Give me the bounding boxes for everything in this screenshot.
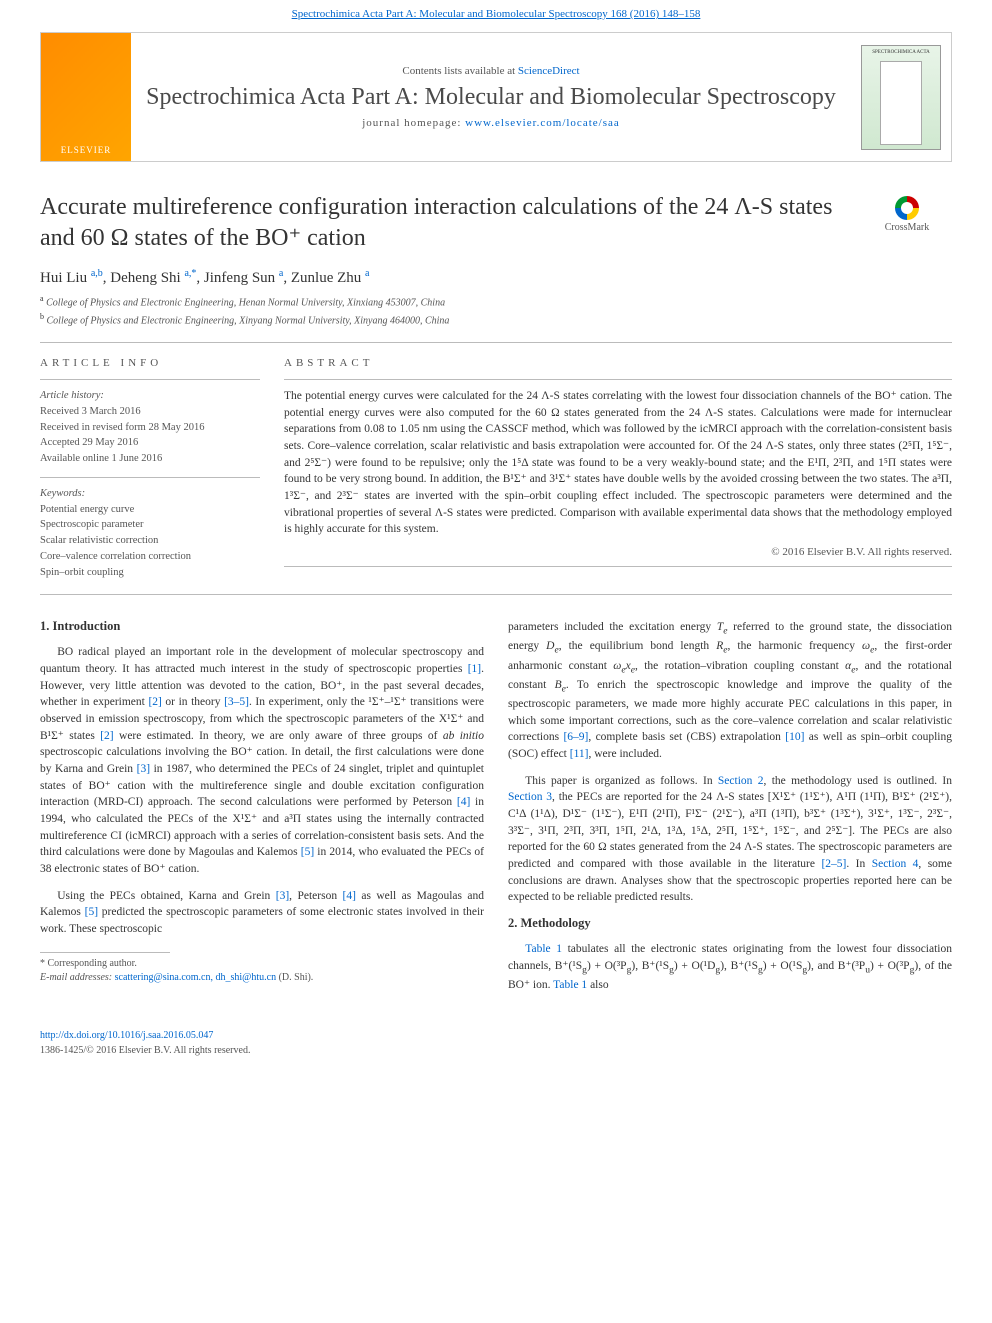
keyword: Spin–orbit coupling <box>40 565 260 581</box>
divider <box>40 594 952 595</box>
title-row: Accurate multireference configuration in… <box>40 192 952 254</box>
abstract-column: ABSTRACT The potential energy curves wer… <box>284 357 952 580</box>
method-heading: 2. Methodology <box>508 916 952 931</box>
contents-line: Contents lists available at ScienceDirec… <box>141 65 841 77</box>
crossmark-icon <box>895 196 919 220</box>
contents-prefix: Contents lists available at <box>402 65 517 77</box>
publisher-logo-text: ELSEVIER <box>61 145 112 155</box>
footnote: * Corresponding author. E-mail addresses… <box>40 957 484 985</box>
article-info-column: ARTICLE INFO Article history: Received 3… <box>40 357 260 580</box>
info-abstract-row: ARTICLE INFO Article history: Received 3… <box>40 357 952 580</box>
article-info-heading: ARTICLE INFO <box>40 357 260 369</box>
journal-header: ELSEVIER Contents lists available at Sci… <box>40 32 952 162</box>
authors-line: Hui Liu a,b, Deheng Shi a,*, Jinfeng Sun… <box>40 268 952 287</box>
homepage-label: journal homepage: <box>362 117 465 129</box>
homepage-url[interactable]: www.elsevier.com/locate/saa <box>465 117 620 129</box>
intro-heading: 1. Introduction <box>40 619 484 634</box>
keyword: Scalar relativistic correction <box>40 533 260 549</box>
keyword: Core–valence correlation correction <box>40 549 260 565</box>
journal-cover-thumbnail: SPECTROCHIMICA ACTA <box>861 45 941 150</box>
info-divider <box>40 477 260 478</box>
abstract-text: The potential energy curves were calcula… <box>284 388 952 538</box>
history-label: Article history: <box>40 388 260 404</box>
abstract-divider <box>284 379 952 380</box>
affiliation-a: a College of Physics and Electronic Engi… <box>40 293 952 310</box>
top-citation-banner: Spectrochimica Acta Part A: Molecular an… <box>0 0 992 28</box>
email-author: (D. Shi). <box>279 972 314 983</box>
footer-block: http://dx.doi.org/10.1016/j.saa.2016.05.… <box>40 1028 952 1058</box>
affiliations: a College of Physics and Electronic Engi… <box>40 293 952 328</box>
body-columns: 1. Introduction BO radical played an imp… <box>40 619 952 1003</box>
history-item: Received 3 March 2016 <box>40 404 260 420</box>
article-title: Accurate multireference configuration in… <box>40 192 852 254</box>
footnote-divider <box>40 952 170 953</box>
affiliation-b: b College of Physics and Electronic Engi… <box>40 311 952 328</box>
keywords-label: Keywords: <box>40 486 260 502</box>
corresponding-author: * Corresponding author. <box>40 957 484 971</box>
crossmark-label: CrossMark <box>885 222 929 233</box>
email-link[interactable]: scattering@sina.com.cn, dh_shi@htu.cn <box>115 972 276 983</box>
article-history: Article history: Received 3 March 2016 R… <box>40 388 260 467</box>
issn-line: 1386-1425/© 2016 Elsevier B.V. All right… <box>40 1045 250 1056</box>
email-line: E-mail addresses: scattering@sina.com.cn… <box>40 971 484 985</box>
journal-homepage: journal homepage: www.elsevier.com/locat… <box>141 117 841 129</box>
abstract-heading: ABSTRACT <box>284 357 952 369</box>
divider <box>40 342 952 343</box>
cover-thumb-body <box>880 61 922 145</box>
right-column: parameters included the excitation energ… <box>508 619 952 1003</box>
top-citation-link[interactable]: Spectrochimica Acta Part A: Molecular an… <box>292 8 701 20</box>
body-paragraph: This paper is organized as follows. In S… <box>508 773 952 906</box>
keywords-block: Keywords: Potential energy curve Spectro… <box>40 486 260 581</box>
left-column: 1. Introduction BO radical played an imp… <box>40 619 484 1003</box>
history-item: Received in revised form 28 May 2016 <box>40 420 260 436</box>
sciencedirect-link[interactable]: ScienceDirect <box>518 65 580 77</box>
publisher-logo: ELSEVIER <box>41 33 131 161</box>
body-paragraph: Using the PECs obtained, Karna and Grein… <box>40 888 484 938</box>
header-center: Contents lists available at ScienceDirec… <box>131 57 851 138</box>
body-paragraph: BO radical played an important role in t… <box>40 644 484 877</box>
cover-thumb-title: SPECTROCHIMICA ACTA <box>872 50 930 56</box>
keyword: Spectroscopic parameter <box>40 517 260 533</box>
info-divider <box>40 379 260 380</box>
abstract-divider <box>284 566 952 567</box>
doi-link[interactable]: http://dx.doi.org/10.1016/j.saa.2016.05.… <box>40 1030 213 1041</box>
email-label: E-mail addresses: <box>40 972 115 983</box>
keyword: Potential energy curve <box>40 502 260 518</box>
history-item: Accepted 29 May 2016 <box>40 435 260 451</box>
crossmark-badge[interactable]: CrossMark <box>862 196 952 233</box>
history-item: Available online 1 June 2016 <box>40 451 260 467</box>
body-paragraph: Table 1 tabulates all the electronic sta… <box>508 941 952 994</box>
abstract-copyright: © 2016 Elsevier B.V. All rights reserved… <box>284 546 952 558</box>
journal-title: Spectrochimica Acta Part A: Molecular an… <box>141 83 841 112</box>
body-paragraph: parameters included the excitation energ… <box>508 619 952 762</box>
